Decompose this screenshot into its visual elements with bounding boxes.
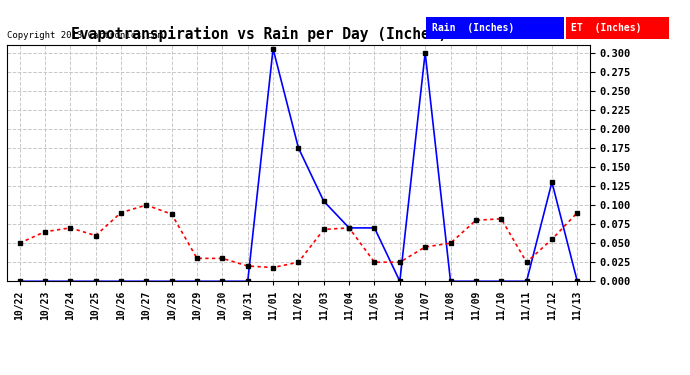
Text: Copyright 2013 Cartronics.com: Copyright 2013 Cartronics.com — [7, 31, 163, 40]
Text: Rain  (Inches): Rain (Inches) — [432, 23, 514, 33]
Title: Evapotranspiration vs Rain per Day (Inches) 20131114: Evapotranspiration vs Rain per Day (Inch… — [71, 27, 526, 42]
Text: ET  (Inches): ET (Inches) — [571, 23, 642, 33]
